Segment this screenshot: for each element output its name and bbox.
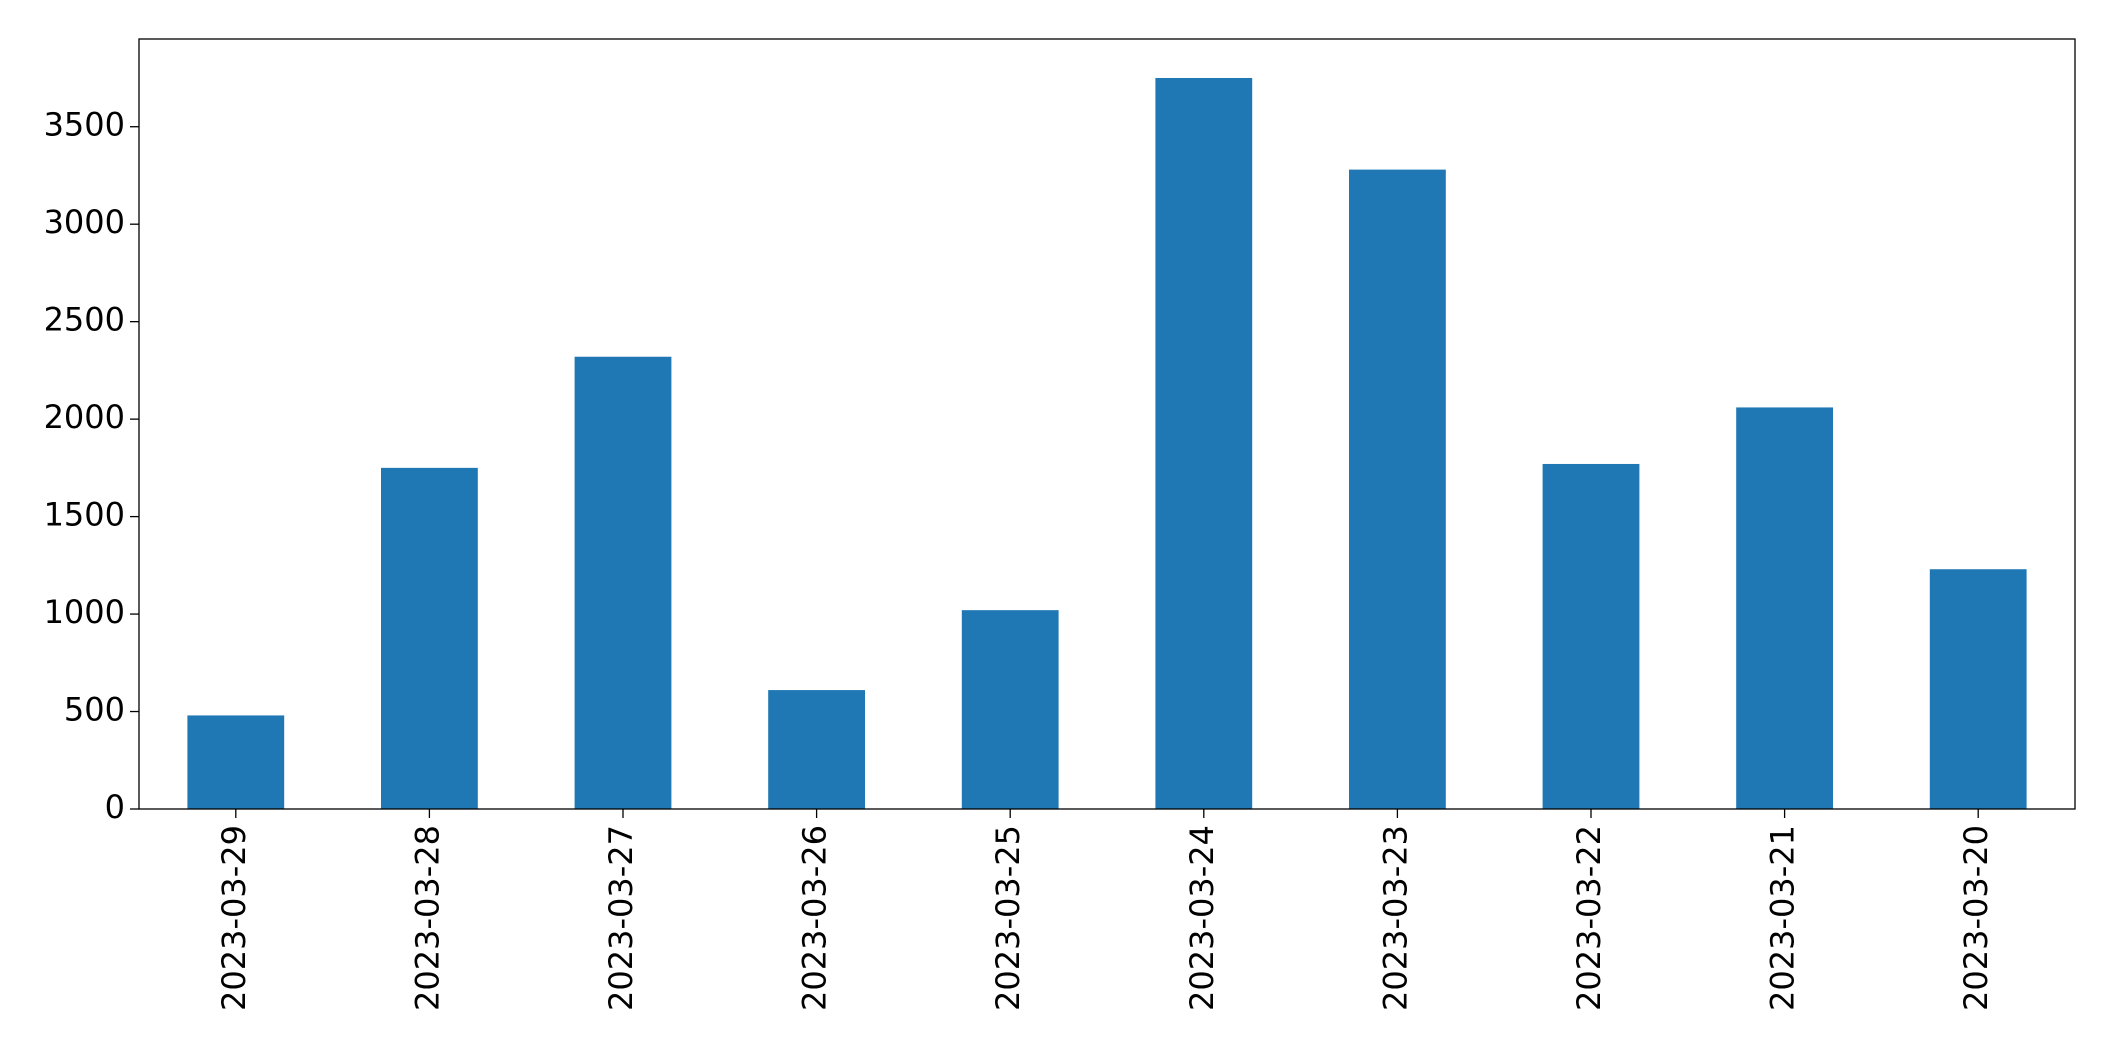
y-tick-label: 1000: [44, 593, 125, 631]
bar: [1155, 77, 1253, 809]
x-tick-label: 2023-03-28: [408, 825, 446, 1011]
x-tick-label: 2023-03-27: [602, 825, 640, 1011]
bar: [574, 356, 672, 809]
bar: [1542, 463, 1640, 809]
x-tick-label: 2023-03-26: [796, 825, 834, 1011]
bar: [1736, 407, 1833, 809]
bar: [961, 610, 1059, 809]
x-tick-label: 2023-03-24: [1183, 825, 1221, 1011]
y-tick-label: 1500: [44, 496, 125, 534]
y-tick-label: 3000: [44, 203, 125, 241]
bar: [1349, 169, 1446, 809]
x-tick-label: 2023-03-29: [215, 825, 253, 1011]
x-tick-label: 2023-03-20: [1957, 825, 1995, 1011]
bar: [1929, 569, 2027, 809]
bar: [768, 690, 865, 809]
plot-frame: [138, 38, 2076, 810]
bar: [187, 715, 285, 809]
y-tick-label: 0: [105, 788, 125, 826]
y-tick-label: 500: [64, 691, 125, 729]
y-tick-label: 2500: [44, 301, 125, 339]
x-tick-label: 2023-03-25: [989, 825, 1027, 1011]
x-tick-label: 2023-03-23: [1376, 825, 1414, 1011]
x-tick-label: 2023-03-22: [1570, 825, 1608, 1011]
y-tick-label: 2000: [44, 398, 125, 436]
x-tick-label: 2023-03-21: [1764, 825, 1802, 1011]
y-tick-label: 3500: [44, 106, 125, 144]
bar: [381, 467, 478, 809]
